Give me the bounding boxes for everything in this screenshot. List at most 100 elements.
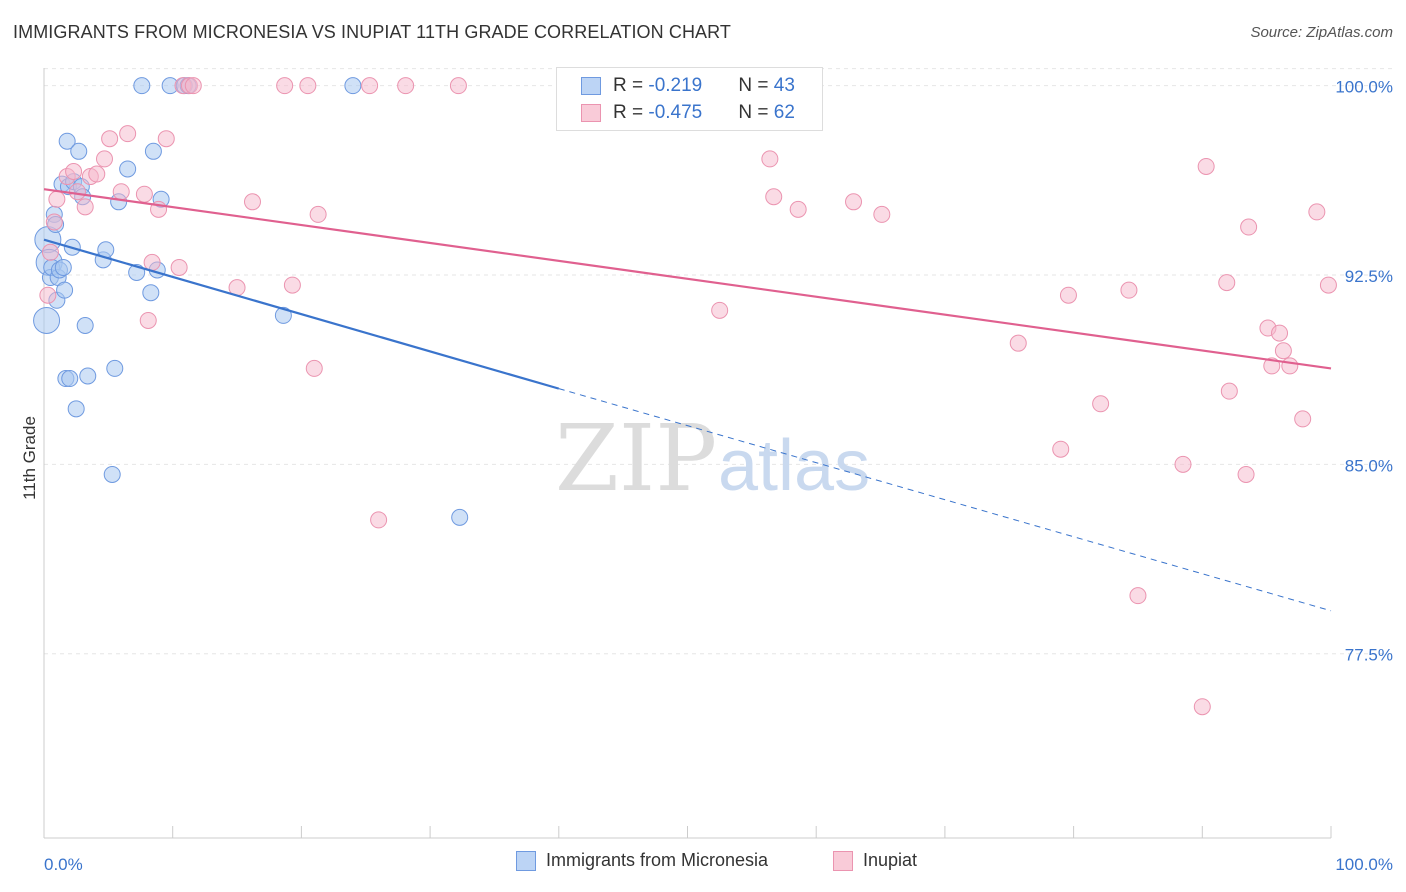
inupiat-point [1240, 218, 1258, 236]
inupiat-point [39, 286, 57, 304]
inupiat-point [157, 130, 175, 148]
inupiat-point [139, 311, 157, 329]
y-tick-label: 77.5% [1345, 646, 1393, 665]
axis-labels: 100.0% 92.5% 85.0% 77.5% 0.0% 100.0% 11th Grad… [20, 78, 1393, 874]
inupiat-point [361, 77, 379, 95]
y-tick-label: 92.5% [1345, 267, 1393, 286]
source-label: Source: ZipAtlas.com [1250, 24, 1393, 41]
micronesia-point [58, 132, 76, 150]
inupiat-point [65, 163, 83, 181]
legend-n-value: 62 [773, 102, 795, 123]
inupiat-trend-line [43, 188, 1332, 370]
inupiat-point [1308, 203, 1326, 221]
legend-row-micronesia: R = -0.219 N = 43 [581, 73, 795, 99]
inupiat-point [449, 77, 467, 95]
inupiat-point [1218, 274, 1236, 292]
bottom-legend-swatch-blue [516, 850, 536, 871]
micronesia-point [70, 142, 88, 160]
x-tick-label: 100.0% [1335, 855, 1393, 874]
axes [43, 68, 1332, 839]
micronesia-point [133, 77, 151, 95]
inupiat-point [1174, 455, 1192, 473]
inupiat-point [1294, 410, 1312, 428]
bottom-legend-micronesia: Immigrants from Micronesia [516, 850, 768, 871]
micronesia-point [274, 306, 292, 324]
inupiat-point [1237, 465, 1255, 483]
gridlines [44, 68, 1392, 655]
legend-row-inupiat: R = -0.475 N = 62 [581, 100, 795, 126]
inupiat-point [1120, 281, 1138, 299]
inupiat-point [283, 276, 301, 294]
inupiat-point [1319, 276, 1337, 294]
micronesia-point [144, 142, 162, 160]
inupiat-point [873, 205, 891, 223]
inupiat-point [397, 77, 415, 95]
inupiat-point [309, 205, 327, 223]
micronesia-point [142, 284, 160, 302]
inupiat-point [119, 125, 137, 143]
micronesia-point [79, 367, 97, 385]
legend-box: R = -0.219 N = 43 R = -0.475 N = 62 [556, 67, 823, 131]
legend-r-value: -0.219 [648, 75, 703, 96]
inupiat-point [1281, 357, 1299, 375]
inupiat-point [45, 213, 63, 231]
micronesia-trend-line [43, 238, 560, 390]
inupiat-point [1052, 440, 1070, 458]
inupiat-point [1009, 334, 1027, 352]
watermark: ZIP [555, 405, 717, 512]
y-axis-title: 11th Grade [20, 416, 39, 500]
trend-lines [43, 188, 1332, 612]
inupiat-point [48, 190, 66, 208]
micronesia-point [61, 370, 79, 388]
inupiat-point [170, 258, 188, 276]
inupiat-point [101, 130, 119, 148]
y-tick-label: 100.0% [1335, 78, 1393, 97]
inupiat-point [276, 77, 294, 95]
bottom-legend-label: Immigrants from Micronesia [546, 850, 769, 870]
data-points [33, 77, 1337, 716]
x-tick-label: 0.0% [44, 855, 83, 874]
inupiat-point [845, 193, 863, 211]
watermark-atlas: atlas [718, 426, 870, 506]
inupiat-point [711, 301, 729, 319]
micronesia-point [344, 77, 362, 95]
micronesia-trend-extension [558, 388, 1332, 612]
micronesia-point [54, 258, 72, 276]
micronesia-point [103, 465, 121, 483]
legend-swatch-pink [581, 104, 601, 122]
inupiat-point [1059, 286, 1077, 304]
inupiat-point [305, 359, 323, 377]
inupiat-point [184, 77, 202, 95]
micronesia-point [451, 508, 469, 526]
legend-r-value: -0.475 [648, 102, 703, 123]
micronesia-point [67, 400, 85, 418]
inupiat-point [88, 165, 106, 183]
inupiat-point [95, 150, 113, 168]
inupiat-point [765, 188, 783, 206]
legend-r-label: R = [613, 102, 649, 123]
inupiat-point [1129, 587, 1147, 605]
y-tick-label: 85.0% [1345, 456, 1393, 475]
inupiat-point [1274, 342, 1292, 360]
inupiat-point [41, 243, 59, 261]
inupiat-point [1220, 382, 1238, 400]
inupiat-point [135, 185, 153, 203]
inupiat-point [1263, 357, 1281, 375]
micronesia-point [33, 306, 61, 334]
inupiat-point [112, 183, 130, 201]
micronesia-point [76, 317, 94, 335]
legend-r-label: R = [613, 75, 649, 96]
bottom-legend-swatch-pink [833, 850, 853, 871]
inupiat-point [789, 200, 807, 218]
inupiat-point [299, 77, 317, 95]
micronesia-point [119, 160, 137, 178]
inupiat-point [143, 253, 161, 271]
inupiat-point [1092, 395, 1110, 413]
micronesia-point [56, 281, 74, 299]
bottom-legend-inupiat: Inupiat [833, 850, 917, 871]
legend-n-value: 43 [773, 75, 795, 96]
inupiat-point [1193, 698, 1211, 716]
legend-n-label: N = [738, 102, 774, 123]
inupiat-point [76, 198, 94, 216]
